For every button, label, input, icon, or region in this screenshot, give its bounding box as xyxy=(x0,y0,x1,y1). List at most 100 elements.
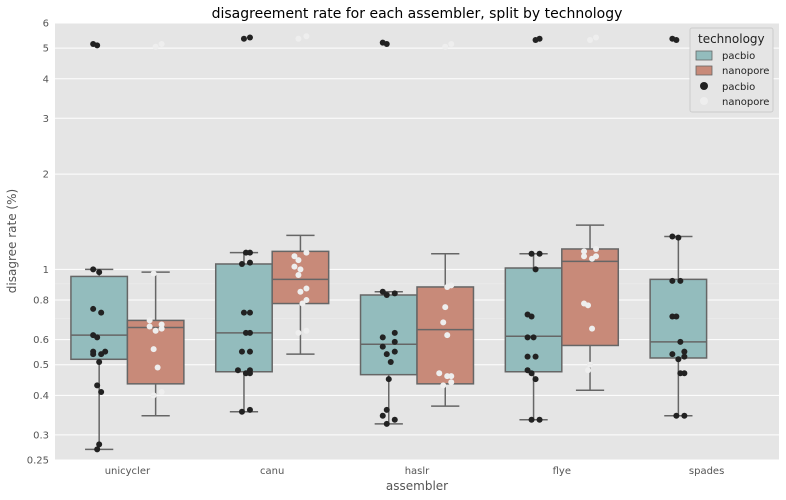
data-point xyxy=(96,358,103,365)
data-point xyxy=(524,311,531,318)
data-point xyxy=(385,376,392,383)
data-point xyxy=(448,41,455,48)
legend-label-nanopore-box: nanopore xyxy=(722,66,769,77)
data-point xyxy=(90,41,97,48)
data-point xyxy=(524,367,531,374)
data-point xyxy=(303,297,310,304)
y-tick-label: 5 xyxy=(43,44,49,55)
y-axis-label: disagree rate (%) xyxy=(5,189,19,293)
data-point xyxy=(675,234,682,241)
y-tick-label: 3 xyxy=(43,114,49,125)
data-point xyxy=(581,248,588,255)
data-point xyxy=(146,323,153,330)
legend-label-nanopore-point: nanopore xyxy=(722,97,769,108)
points-pacbio-haslr xyxy=(379,39,398,427)
data-point xyxy=(669,35,676,42)
data-point xyxy=(96,441,103,448)
data-point xyxy=(532,353,539,360)
data-point xyxy=(246,249,253,256)
points-nanopore-flye xyxy=(581,34,600,374)
data-point xyxy=(581,253,588,260)
data-point xyxy=(669,351,676,358)
data-point xyxy=(246,34,253,41)
data-point xyxy=(158,41,165,48)
data-point xyxy=(246,259,253,266)
data-point xyxy=(379,288,386,295)
data-point xyxy=(152,327,159,334)
y-tick-label: 0.8 xyxy=(33,296,49,307)
legend-frame xyxy=(689,27,774,113)
x-tick-label: spades xyxy=(689,466,724,477)
data-point xyxy=(295,329,302,336)
data-point xyxy=(448,282,455,289)
data-point xyxy=(238,348,245,355)
data-point xyxy=(440,319,447,326)
data-point xyxy=(524,334,531,341)
data-point xyxy=(158,321,165,328)
points-pacbio-spades xyxy=(669,35,688,419)
data-point xyxy=(593,253,600,260)
points-nanopore-unicycler xyxy=(146,41,165,399)
legend-swatch-nanopore-box xyxy=(695,65,713,76)
points-pacbio-flye xyxy=(524,35,543,423)
data-point xyxy=(291,253,298,260)
data-point xyxy=(154,364,161,371)
data-point xyxy=(528,416,535,423)
data-point xyxy=(681,412,688,419)
y-tick-label: 0.25 xyxy=(27,456,49,467)
data-point xyxy=(387,358,394,365)
data-point xyxy=(536,35,543,42)
y-tick-label: 6 xyxy=(43,19,49,30)
data-point xyxy=(94,382,101,389)
y-tick-label: 0.4 xyxy=(33,391,49,402)
data-point xyxy=(295,257,302,264)
data-point xyxy=(442,43,449,50)
points-nanopore-haslr xyxy=(436,41,455,389)
data-point xyxy=(246,348,253,355)
data-point xyxy=(528,250,535,257)
legend: technology pacbio nanopore pacbio nanopo… xyxy=(689,27,774,113)
data-point xyxy=(436,370,443,377)
data-point xyxy=(669,277,676,284)
data-point xyxy=(536,416,543,423)
data-point xyxy=(291,263,298,270)
legend-title: technology xyxy=(698,32,765,46)
data-point xyxy=(673,412,680,419)
data-point xyxy=(379,412,386,419)
data-point xyxy=(240,35,247,42)
data-point xyxy=(383,420,390,427)
box-iqr xyxy=(561,248,620,347)
data-point xyxy=(295,35,302,42)
data-point xyxy=(383,291,390,298)
data-point xyxy=(532,266,539,273)
data-point xyxy=(379,39,386,46)
points-nanopore-canu xyxy=(291,33,310,336)
data-point xyxy=(391,290,398,297)
data-point xyxy=(587,37,594,44)
data-point xyxy=(246,406,253,413)
data-point xyxy=(532,376,539,383)
data-point xyxy=(98,309,105,316)
data-point xyxy=(383,406,390,413)
data-point xyxy=(90,348,97,355)
data-point xyxy=(246,367,253,374)
data-point xyxy=(246,309,253,316)
data-point xyxy=(391,416,398,423)
data-point xyxy=(303,33,310,40)
data-point xyxy=(677,338,684,345)
data-point xyxy=(240,309,247,316)
data-point xyxy=(158,325,165,332)
data-point xyxy=(383,351,390,358)
data-point xyxy=(681,348,688,355)
data-point xyxy=(677,277,684,284)
points-pacbio-canu xyxy=(234,34,253,415)
data-point xyxy=(581,300,588,307)
data-point xyxy=(585,367,592,374)
box-iqr xyxy=(359,294,418,376)
legend-swatch-pacbio-box xyxy=(695,50,713,61)
data-point xyxy=(238,408,245,415)
data-point xyxy=(152,43,159,50)
y-tick-label: 4 xyxy=(43,74,49,85)
y-axis-ticks: 0.25 0.3 0.4 0.5 0.6 0.8 1 2 3 4 5 6 xyxy=(27,19,49,467)
